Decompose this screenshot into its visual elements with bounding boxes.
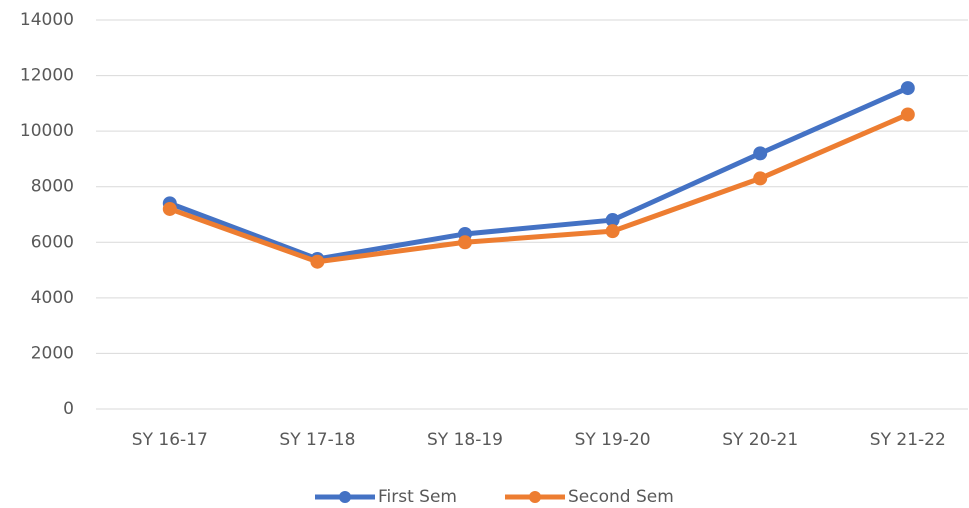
y-tick-label: 4000 bbox=[31, 288, 74, 308]
legend-marker bbox=[529, 491, 541, 503]
data-point bbox=[458, 235, 472, 250]
y-tick-label: 14000 bbox=[20, 10, 74, 30]
x-tick-label: SY 17-18 bbox=[279, 430, 355, 450]
legend-label: Second Sem bbox=[568, 487, 674, 507]
data-point bbox=[162, 201, 177, 216]
data-point bbox=[753, 146, 768, 161]
y-tick-label: 2000 bbox=[31, 343, 74, 363]
y-tick-label: 6000 bbox=[31, 232, 74, 252]
series-line bbox=[168, 112, 909, 265]
y-tick-label: 10000 bbox=[20, 121, 74, 141]
series-line bbox=[168, 85, 909, 262]
data-point bbox=[753, 171, 768, 186]
y-tick-label: 12000 bbox=[20, 66, 74, 86]
data-point bbox=[900, 81, 915, 96]
y-tick-label: 0 bbox=[63, 399, 74, 419]
x-tick-label: SY 20-21 bbox=[722, 430, 798, 450]
legend-marker bbox=[339, 491, 351, 503]
x-tick-label: SY 19-20 bbox=[575, 430, 651, 450]
y-tick-label: 8000 bbox=[31, 177, 74, 197]
data-point bbox=[310, 254, 325, 269]
x-tick-label: SY 21-22 bbox=[870, 430, 946, 450]
data-point bbox=[605, 213, 620, 228]
data-point bbox=[900, 107, 915, 122]
x-tick-label: SY 16-17 bbox=[132, 430, 208, 450]
data-point bbox=[605, 224, 620, 239]
x-tick-label: SY 18-19 bbox=[427, 430, 503, 450]
legend-label: First Sem bbox=[378, 487, 457, 507]
